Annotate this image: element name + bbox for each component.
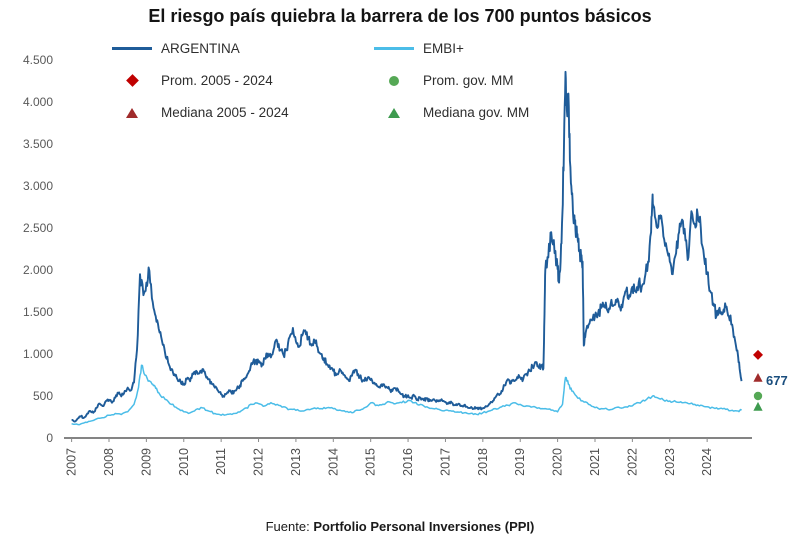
x-axis-tick-label: 2019	[513, 448, 527, 476]
chart-legend: ARGENTINA EMBI+ Prom. 2005 - 2024 Prom. gov…	[112, 38, 584, 123]
x-axis-tick-label: 2008	[102, 448, 116, 476]
legend-label: Mediana gov. MM	[423, 105, 530, 120]
line-marker-icon	[374, 47, 414, 50]
source-prefix: Fuente:	[265, 519, 314, 534]
end-marker-prom-gov-mm	[753, 391, 763, 401]
x-axis-tick-label: 2015	[364, 448, 378, 476]
y-axis-tick-label: 4.500	[23, 53, 53, 67]
x-axis-tick-label: 2021	[588, 448, 602, 476]
x-axis-tick-label: 2012	[252, 448, 266, 476]
x-axis-tick-label: 2014	[326, 448, 340, 476]
y-axis-tick-label: 2.000	[23, 263, 53, 277]
diamond-marker-icon	[125, 74, 139, 87]
legend-item-prom-2005-2024: Prom. 2005 - 2024	[112, 70, 374, 91]
chart-title: El riesgo país quiebra la barrera de los…	[148, 6, 652, 26]
line-marker-icon	[112, 47, 152, 50]
legend-label: EMBI+	[423, 41, 464, 56]
y-axis-tick-label: 4.000	[23, 95, 53, 109]
legend-item-argentina: ARGENTINA	[112, 38, 374, 59]
x-axis-tick-label: 2016	[401, 448, 415, 476]
y-axis-tick-label: 3.000	[23, 179, 53, 193]
y-axis-tick-label: 3.500	[23, 137, 53, 151]
last-value-label: 677	[766, 373, 788, 388]
legend-item-mediana-2005-2024: Mediana 2005 - 2024	[112, 102, 374, 123]
x-axis-tick-label: 2017	[438, 448, 452, 476]
legend-label: Prom. 2005 - 2024	[161, 73, 273, 88]
x-axis-tick-label: 2010	[177, 448, 191, 476]
y-axis-tick-label: 500	[33, 389, 53, 403]
legend-label: Mediana 2005 - 2024	[161, 105, 289, 120]
x-axis-tick-label: 2018	[476, 448, 490, 476]
legend-label: Prom. gov. MM	[423, 73, 514, 88]
series-line-argentina	[71, 70, 743, 423]
x-axis-tick-label: 2009	[139, 448, 153, 476]
x-axis-tick-label: 2024	[700, 448, 714, 476]
y-axis-tick-label: 1.000	[23, 347, 53, 361]
circle-marker-icon	[389, 75, 399, 86]
y-axis-tick-label: 0	[46, 431, 53, 445]
legend-item-prom-gov-mm: Prom. gov. MM	[374, 70, 584, 91]
end-marker-prom-2005-2024	[753, 349, 763, 360]
x-axis-tick-label: 2013	[289, 448, 303, 476]
legend-item-mediana-gov-mm: Mediana gov. MM	[374, 102, 584, 123]
source-name: Portfolio Personal Inversiones (PPI)	[313, 519, 535, 534]
x-axis-tick-label: 2023	[663, 448, 677, 476]
y-axis-tick-label: 2.500	[23, 221, 53, 235]
y-axis-tick-label: 1.500	[23, 305, 53, 319]
triangle-marker-icon	[126, 107, 138, 118]
x-axis-tick-label: 2022	[625, 448, 639, 476]
x-axis-tick-label: 2007	[65, 448, 79, 476]
end-marker-mediana-2005-2024	[753, 372, 763, 382]
x-axis-tick-label: 2011	[214, 448, 228, 475]
x-axis-tick-label: 2020	[551, 448, 565, 476]
series-line-embi	[71, 364, 743, 426]
legend-item-embi: EMBI+	[374, 38, 584, 59]
end-marker-mediana-gov-mm	[753, 401, 763, 411]
triangle-marker-icon	[388, 107, 400, 118]
source-note: Fuente: Portfolio Personal Inversiones (…	[0, 519, 800, 534]
legend-label: ARGENTINA	[161, 41, 240, 56]
